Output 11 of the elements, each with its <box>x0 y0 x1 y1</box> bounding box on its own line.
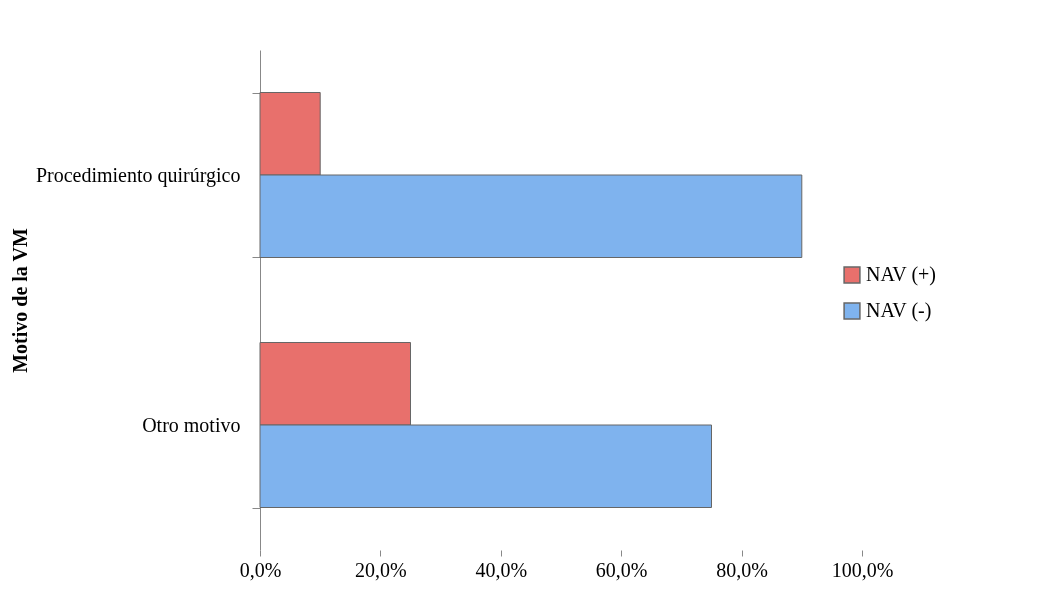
x-tick-label: 100,0% <box>831 558 894 581</box>
x-tick-label: 20,0% <box>355 558 407 581</box>
x-tick-label: 60,0% <box>595 558 648 581</box>
y-axis-title: Motivo de la VM <box>8 228 31 373</box>
y-tick-label: Otro motivo <box>142 413 241 436</box>
legend-label: NAV (-) <box>866 299 932 322</box>
x-tick-label: 0,0% <box>239 558 282 581</box>
x-tick-label: 40,0% <box>475 558 528 581</box>
legend-label: NAV (+) <box>866 263 936 286</box>
x-tick-label: 80,0% <box>716 558 768 581</box>
y-tick-label: Procedimiento quirúrgico <box>35 163 241 187</box>
